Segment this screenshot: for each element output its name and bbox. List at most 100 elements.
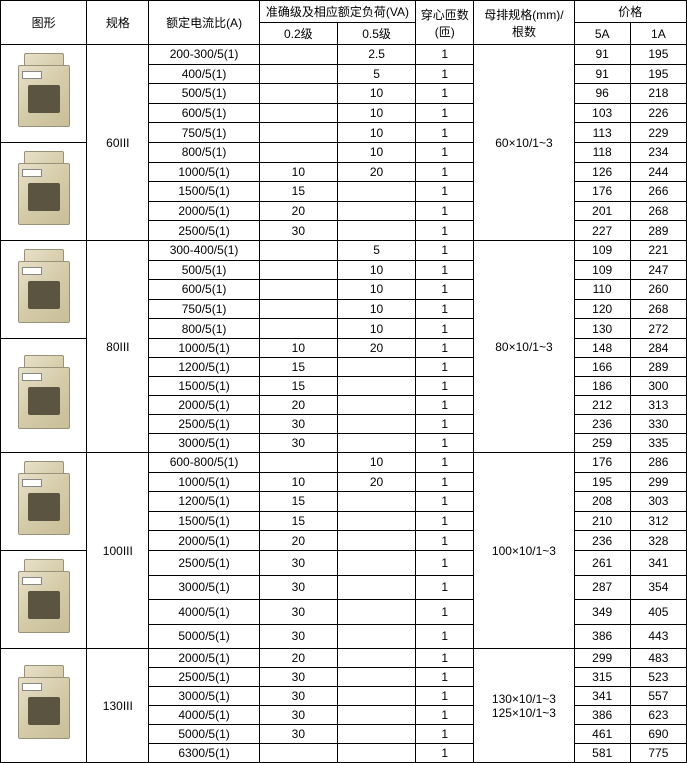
turns-cell: 1 — [416, 64, 474, 84]
class02-cell — [259, 319, 337, 339]
turns-cell: 1 — [416, 511, 474, 531]
price5a-cell: 461 — [574, 725, 630, 744]
price1a-cell: 775 — [630, 744, 686, 763]
class05-cell — [337, 201, 415, 221]
price5a-cell: 212 — [574, 396, 630, 415]
class02-cell — [259, 241, 337, 261]
turns-cell: 1 — [416, 492, 474, 512]
spec-cell: 130III — [87, 649, 149, 763]
ratio-cell: 1000/5(1) — [149, 472, 259, 492]
ratio-cell: 750/5(1) — [149, 123, 259, 143]
price1a-cell: 284 — [630, 339, 686, 358]
price5a-cell: 287 — [574, 575, 630, 600]
price5a-cell: 236 — [574, 531, 630, 551]
price1a-cell: 330 — [630, 415, 686, 434]
class02-cell: 30 — [259, 434, 337, 453]
price5a-cell: 148 — [574, 339, 630, 358]
turns-cell: 1 — [416, 453, 474, 473]
turns-cell: 1 — [416, 687, 474, 706]
header-price: 价格 — [574, 1, 686, 23]
class05-cell: 20 — [337, 162, 415, 182]
class05-cell — [337, 415, 415, 434]
price1a-cell: 268 — [630, 299, 686, 319]
price1a-cell: 234 — [630, 143, 686, 163]
turns-cell: 1 — [416, 551, 474, 576]
busbar-cell: 60×10/1~3 — [474, 45, 574, 241]
turns-cell: 1 — [416, 725, 474, 744]
price5a-cell: 166 — [574, 358, 630, 377]
turns-cell: 1 — [416, 358, 474, 377]
class02-cell: 20 — [259, 531, 337, 551]
class02-cell: 30 — [259, 575, 337, 600]
header-turns: 穿心匝数 (匝) — [416, 1, 474, 45]
class05-cell — [337, 725, 415, 744]
ratio-cell: 3000/5(1) — [149, 575, 259, 600]
ratio-cell: 2500/5(1) — [149, 668, 259, 687]
price5a-cell: 315 — [574, 668, 630, 687]
busbar-cell: 130×10/1~3 125×10/1~3 — [474, 649, 574, 763]
class02-cell — [259, 103, 337, 123]
price5a-cell: 109 — [574, 260, 630, 280]
class05-cell: 5 — [337, 64, 415, 84]
price5a-cell: 227 — [574, 221, 630, 241]
spec-cell: 100III — [87, 453, 149, 649]
price1a-cell: 260 — [630, 280, 686, 300]
ratio-cell: 2000/5(1) — [149, 201, 259, 221]
spec-table: 图形 规格 额定电流比(A) 准确级及相应额定负荷(VA) 穿心匝数 (匝) 母… — [0, 0, 687, 763]
price5a-cell: 236 — [574, 415, 630, 434]
price1a-cell: 523 — [630, 668, 686, 687]
class05-cell: 10 — [337, 280, 415, 300]
class05-cell — [337, 531, 415, 551]
table-row: 60III200-300/5(1)2.5160×10/1~391195 — [1, 45, 687, 65]
ratio-cell: 1500/5(1) — [149, 511, 259, 531]
price5a-cell: 103 — [574, 103, 630, 123]
class02-cell: 15 — [259, 182, 337, 202]
ratio-cell: 600/5(1) — [149, 280, 259, 300]
turns-cell: 1 — [416, 103, 474, 123]
price1a-cell: 313 — [630, 396, 686, 415]
table-header: 图形 规格 额定电流比(A) 准确级及相应额定负荷(VA) 穿心匝数 (匝) 母… — [1, 1, 687, 45]
class02-cell: 30 — [259, 706, 337, 725]
class05-cell: 10 — [337, 453, 415, 473]
ratio-cell: 500/5(1) — [149, 84, 259, 104]
price5a-cell: 208 — [574, 492, 630, 512]
price5a-cell: 126 — [574, 162, 630, 182]
class02-cell: 30 — [259, 415, 337, 434]
spec-cell: 80III — [87, 241, 149, 453]
ratio-cell: 500/5(1) — [149, 260, 259, 280]
class05-cell: 10 — [337, 84, 415, 104]
price5a-cell: 201 — [574, 201, 630, 221]
price1a-cell: 354 — [630, 575, 686, 600]
turns-cell: 1 — [416, 531, 474, 551]
class05-cell — [337, 687, 415, 706]
turns-cell: 1 — [416, 241, 474, 261]
class05-cell — [337, 624, 415, 649]
price5a-cell: 261 — [574, 551, 630, 576]
ratio-cell: 2000/5(1) — [149, 649, 259, 668]
ratio-cell: 1200/5(1) — [149, 358, 259, 377]
class02-cell: 30 — [259, 725, 337, 744]
price5a-cell: 195 — [574, 472, 630, 492]
class05-cell — [337, 668, 415, 687]
price5a-cell: 110 — [574, 280, 630, 300]
ratio-cell: 1200/5(1) — [149, 492, 259, 512]
class02-cell: 30 — [259, 600, 337, 625]
price1a-cell: 244 — [630, 162, 686, 182]
header-ratio: 额定电流比(A) — [149, 1, 259, 45]
image-cell — [1, 649, 87, 763]
class02-cell — [259, 453, 337, 473]
class05-cell — [337, 744, 415, 763]
class02-cell: 15 — [259, 377, 337, 396]
price5a-cell: 581 — [574, 744, 630, 763]
class02-cell: 10 — [259, 472, 337, 492]
class05-cell: 10 — [337, 260, 415, 280]
price5a-cell: 176 — [574, 182, 630, 202]
product-image-icon — [10, 455, 78, 545]
busbar-cell: 80×10/1~3 — [474, 241, 574, 453]
product-image-icon — [10, 659, 78, 749]
price1a-cell: 299 — [630, 472, 686, 492]
price1a-cell: 272 — [630, 319, 686, 339]
turns-cell: 1 — [416, 162, 474, 182]
class02-cell — [259, 45, 337, 65]
class05-cell — [337, 492, 415, 512]
